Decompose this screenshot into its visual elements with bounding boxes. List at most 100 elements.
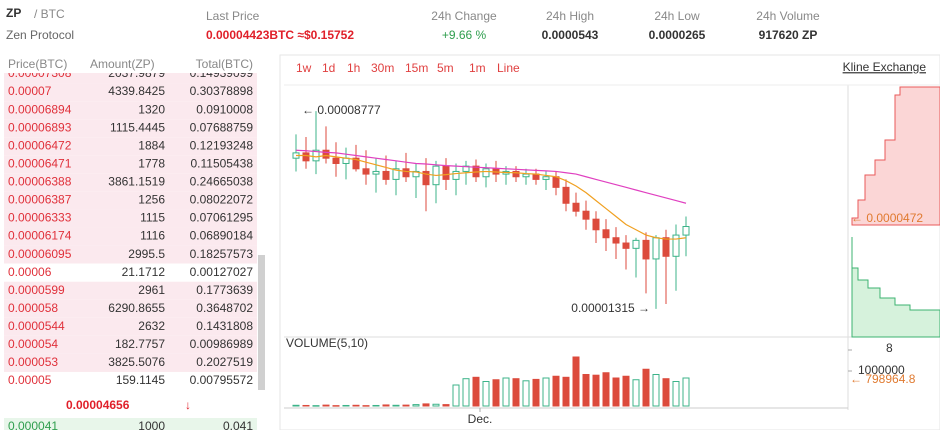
ask-price: 0.00006095 — [8, 247, 72, 261]
candle-body — [452, 170, 460, 180]
ask-total: 0.07061295 — [190, 211, 254, 225]
volume-bar — [392, 404, 400, 407]
ask-row-bg — [4, 335, 257, 354]
volume-bar — [612, 377, 620, 407]
stat-label: 24h High — [546, 9, 594, 23]
ask-amount: 1116 — [140, 229, 165, 243]
interval-button[interactable]: 5m — [437, 61, 454, 75]
interval-button[interactable]: 15m — [405, 61, 428, 75]
ask-total: 0.07688759 — [190, 120, 254, 134]
ask-price: 0.0000544 — [8, 319, 65, 333]
ask-row-bg — [4, 263, 257, 282]
stat-value: 0.00004423BTC ≈$0.15752 — [206, 28, 354, 42]
candle-body — [572, 202, 580, 212]
interval-button[interactable]: 1m — [469, 61, 486, 75]
ask-total: 0.12193248 — [190, 138, 254, 152]
candle-body — [562, 186, 570, 204]
volume-bar — [672, 381, 680, 407]
ask-price: 0.00006893 — [8, 120, 72, 134]
ask-price: 0.000054 — [8, 337, 58, 351]
stat-value: 917620 ZP — [759, 28, 818, 42]
ask-amount: 4339.8425 — [108, 84, 165, 98]
volume-current-label: ← 798964.8 — [850, 372, 916, 386]
ask-total: 0.00127027 — [190, 265, 254, 279]
ask-price: 0.00005 — [8, 373, 52, 387]
volume-bar — [482, 381, 490, 407]
candle-body — [482, 168, 490, 178]
candle-body — [642, 239, 650, 260]
ask-row-bg — [4, 299, 257, 318]
volume-bar — [622, 375, 630, 407]
column-header: Total(BTC) — [196, 57, 253, 71]
volume-bar — [422, 403, 430, 407]
interval-button[interactable]: 1h — [347, 61, 360, 75]
stat-label: 24h Volume — [756, 9, 820, 23]
ask-total: 0.18257573 — [190, 247, 254, 261]
stat-value: 0.0000543 — [542, 28, 599, 42]
candle-body — [422, 170, 430, 186]
low-label: 0.00001315 → — [571, 301, 650, 315]
candle-body — [652, 237, 660, 260]
ask-total: 0.1773639 — [196, 283, 253, 297]
volume-bar — [332, 405, 340, 407]
volume-bar — [322, 404, 330, 407]
interval-button[interactable]: 1d — [322, 61, 335, 75]
column-header: Amount(ZP) — [90, 57, 155, 71]
ask-price: 0.00006333 — [8, 211, 72, 225]
interval-button[interactable]: Line — [497, 61, 520, 75]
ask-row-bg — [4, 281, 257, 300]
volume-bar — [402, 404, 410, 407]
candle-body — [672, 234, 680, 257]
interval-button[interactable]: 1w — [296, 61, 312, 75]
chart-panel — [279, 54, 940, 430]
candle-body — [352, 157, 360, 170]
ask-amount: 1884 — [138, 138, 165, 152]
ask-amount: 1320 — [138, 102, 165, 116]
ask-amount: 1115 — [140, 211, 165, 225]
depth-price-label: ← 0.0000472 — [851, 211, 923, 225]
ask-total: 0.1431808 — [196, 319, 253, 333]
candle-body — [582, 210, 590, 220]
ask-amount: 3861.1519 — [108, 175, 165, 189]
quote: / BTC — [34, 7, 65, 21]
volume-bar — [432, 403, 440, 407]
ask-total: 0.3648702 — [196, 301, 253, 315]
ask-row-bg — [4, 101, 257, 120]
volume-bar — [362, 405, 370, 407]
interval-button[interactable]: 30m — [371, 61, 394, 75]
depth-asks — [851, 86, 940, 226]
ask-price: 0.00006472 — [8, 138, 72, 152]
ask-total: 0.30378898 — [190, 84, 254, 98]
volume-bar — [372, 404, 380, 407]
bid-amount: 1000 — [138, 419, 165, 430]
pair-name: Zen Protocol — [6, 28, 74, 42]
ask-total: 0.00795572 — [190, 373, 254, 387]
ask-price: 0.0000599 — [8, 283, 65, 297]
volume-bar — [292, 404, 300, 407]
volume-tick-label: 1000000 — [858, 363, 905, 377]
volume-bar — [582, 374, 590, 407]
volume-bar — [492, 379, 500, 407]
kline-exchange-link[interactable]: Kline Exchange — [843, 60, 927, 74]
volume-bar — [642, 368, 650, 407]
ask-price: 0.00006174 — [8, 229, 72, 243]
ask-price: 0.00006388 — [8, 175, 72, 189]
volume-title: VOLUME(5,10) — [286, 336, 368, 350]
ask-amount: 159.1145 — [116, 373, 165, 387]
ask-total: 0.00986989 — [190, 337, 254, 351]
candle-body — [402, 168, 410, 178]
bid-total: 0.041 — [223, 419, 253, 430]
candle-body — [322, 149, 330, 159]
ask-row-bg — [4, 155, 257, 174]
volume-bar — [352, 404, 360, 407]
ask-amount: 1778 — [138, 156, 165, 170]
depth-bids — [851, 237, 940, 338]
volume-bar — [342, 404, 350, 407]
ask-amount: 182.7757 — [115, 337, 165, 351]
candle-body — [372, 170, 380, 175]
bid-price: 0.000041 — [8, 419, 58, 430]
candle-body — [662, 237, 670, 257]
ask-price: 0.00006894 — [8, 102, 72, 116]
